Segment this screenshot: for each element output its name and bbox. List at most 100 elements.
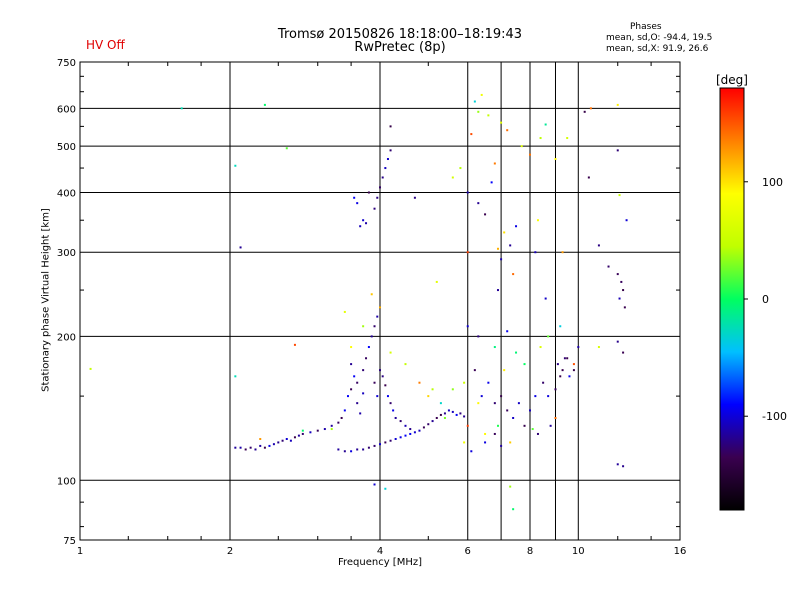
y-tick-label: 500: [57, 142, 76, 153]
y-tick-label: 400: [57, 188, 76, 199]
data-point: [356, 381, 359, 384]
data-point: [500, 395, 503, 398]
data-point: [443, 412, 446, 415]
data-point: [285, 147, 288, 150]
data-point: [356, 202, 359, 205]
data-point: [389, 351, 392, 354]
data-point: [470, 450, 473, 453]
data-point: [330, 424, 333, 427]
chart-subtitle: RwPretec (8p): [354, 40, 446, 55]
scatter-series: [234, 110, 628, 486]
data-point: [370, 293, 373, 296]
data-point: [572, 369, 575, 372]
data-point: [466, 251, 469, 254]
data-point: [389, 439, 392, 442]
data-point: [392, 409, 395, 412]
colorbar-tick-label: 0: [762, 293, 769, 306]
data-point: [623, 306, 626, 309]
data-point: [386, 395, 389, 398]
data-point: [484, 213, 487, 216]
data-point: [259, 444, 262, 447]
data-point: [616, 340, 619, 343]
data-point: [330, 428, 333, 431]
data-point: [427, 395, 430, 398]
x-tick-label: 6: [465, 546, 471, 557]
data-point: [293, 343, 296, 346]
data-point: [616, 103, 619, 106]
data-point: [379, 306, 381, 309]
data-point: [259, 437, 262, 440]
data-point: [340, 416, 343, 419]
data-point: [542, 381, 545, 384]
data-point: [512, 416, 515, 419]
data-point: [399, 420, 402, 423]
data-point: [607, 265, 610, 268]
data-point: [523, 363, 526, 366]
data-point: [356, 448, 359, 451]
data-point: [353, 196, 356, 199]
data-point: [618, 194, 621, 197]
data-point: [512, 508, 515, 511]
data-point: [451, 176, 454, 179]
data-point: [362, 448, 365, 451]
data-point: [431, 388, 434, 391]
data-point: [323, 428, 326, 431]
data-point: [394, 416, 397, 419]
data-point: [493, 402, 496, 405]
data-point: [343, 450, 346, 453]
x-tick-label: 8: [527, 546, 533, 557]
data-point: [487, 381, 490, 384]
data-point: [544, 297, 547, 300]
data-point: [480, 395, 483, 398]
data-point: [239, 246, 242, 249]
data-point: [367, 191, 370, 194]
data-point: [359, 412, 362, 415]
data-point: [512, 273, 515, 276]
data-point: [455, 413, 458, 416]
data-point: [404, 363, 407, 366]
data-point: [539, 137, 542, 140]
data-point: [343, 310, 346, 313]
data-point: [509, 244, 512, 247]
data-point: [549, 424, 552, 427]
data-point: [503, 369, 506, 372]
data-point: [517, 402, 520, 405]
data-point: [506, 330, 509, 333]
data-point: [534, 251, 537, 254]
data-point: [435, 280, 438, 283]
data-point: [447, 409, 450, 412]
data-point: [616, 463, 619, 466]
data-point: [373, 207, 376, 210]
data-point: [404, 424, 407, 427]
data-point: [281, 439, 284, 442]
data-point: [554, 388, 557, 391]
data-point: [506, 129, 509, 132]
data-point: [473, 369, 476, 372]
data-point: [500, 444, 503, 447]
data-point: [544, 123, 547, 126]
data-point: [297, 434, 300, 437]
data-point: [409, 432, 412, 435]
data-point: [381, 375, 384, 378]
data-point: [547, 335, 550, 338]
data-point: [277, 441, 280, 444]
data-point: [566, 137, 569, 140]
data-point: [180, 107, 183, 110]
data-point: [484, 432, 487, 435]
data-point: [487, 114, 490, 117]
data-point: [373, 483, 376, 486]
data-point: [365, 222, 368, 225]
data-point: [597, 346, 600, 349]
data-point: [399, 436, 402, 439]
data-point: [523, 424, 526, 427]
hv-status-label: HV Off: [86, 38, 125, 52]
data-point: [373, 381, 376, 384]
data-point: [466, 424, 469, 427]
x-tick-label: 1: [77, 546, 83, 557]
data-point: [500, 258, 503, 261]
data-point: [337, 421, 340, 424]
data-point: [362, 369, 365, 372]
data-point: [459, 412, 462, 415]
data-point: [384, 441, 387, 444]
